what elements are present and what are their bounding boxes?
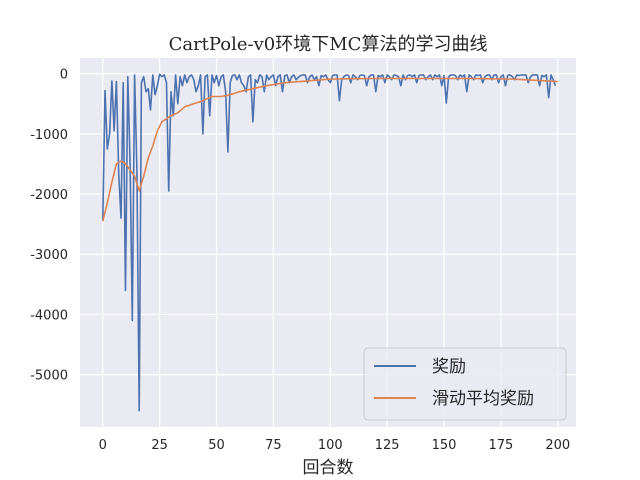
x-tick-label: 0 [99,438,107,453]
x-axis-label: 回合数 [303,458,354,478]
x-tick-label: 100 [318,438,343,453]
x-tick-label: 200 [545,438,570,453]
legend: 奖励 滑动平均奖励 [363,347,567,421]
series-layer [102,73,558,412]
x-tick-label: 75 [265,438,282,453]
legend-label-smoothed-reward: 滑动平均奖励 [432,389,534,409]
smoothed-reward-line [102,77,558,222]
x-tick-label: 150 [432,438,457,453]
x-axis-ticks: 0 25 50 75 100 125 150 175 200 [99,438,571,453]
x-tick-label: 175 [489,438,514,453]
y-tick-label: -5000 [30,369,68,384]
x-tick-label: 50 [208,438,225,453]
y-tick-label: -2000 [30,188,68,203]
x-tick-label: 125 [375,438,400,453]
reward-line [102,73,557,412]
chart-title: CartPole-v0环境下MC算法的学习曲线 [169,34,488,55]
y-tick-label: -1000 [30,128,68,143]
y-tick-label: -4000 [30,308,68,323]
y-axis-ticks: 0 -1000 -2000 -3000 -4000 -5000 [30,68,68,384]
legend-label-reward: 奖励 [432,357,466,377]
y-tick-label: -3000 [30,248,68,263]
y-tick-label: 0 [60,68,68,83]
x-tick-label: 25 [151,438,168,453]
